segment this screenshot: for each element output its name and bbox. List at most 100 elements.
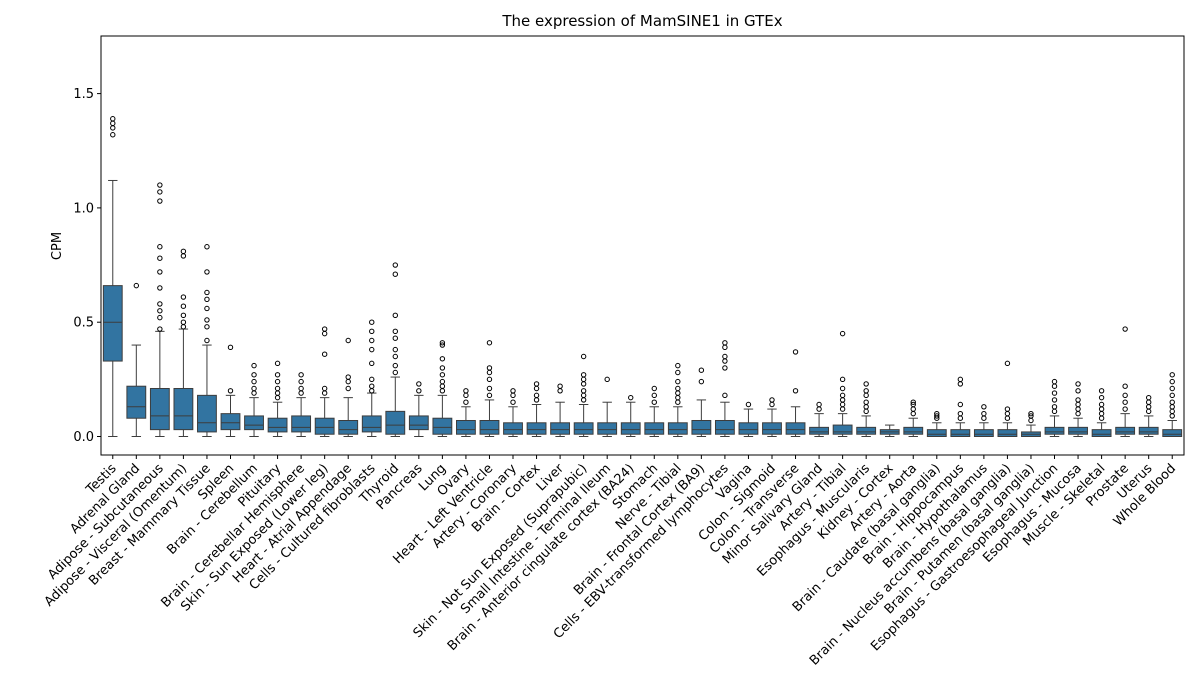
outlier-point — [1098, 388, 1105, 394]
outlier-point — [675, 362, 681, 369]
outlier-point — [204, 296, 210, 303]
box — [432, 417, 453, 435]
box — [950, 429, 971, 437]
outlier-point — [533, 381, 540, 387]
outlier-point — [157, 314, 163, 321]
y-tick-label: 1.5 — [73, 87, 94, 102]
outlier-point — [392, 369, 398, 376]
outlier-point — [557, 383, 563, 389]
outlier-point — [251, 362, 257, 369]
box — [102, 285, 123, 362]
outlier-point — [651, 385, 657, 392]
outlier-point — [439, 340, 446, 346]
outlier-point — [1028, 413, 1034, 419]
outlier-point — [369, 376, 375, 383]
outlier-point — [1145, 404, 1152, 410]
outlier-point — [204, 317, 210, 323]
outlier-point — [1075, 406, 1081, 412]
box — [456, 419, 476, 435]
outlier-point — [369, 337, 375, 344]
outlier-point — [1004, 410, 1011, 417]
y-axis-label: CPM — [50, 232, 65, 260]
outlier-point — [1169, 385, 1175, 392]
box — [856, 426, 877, 435]
outlier-point — [274, 372, 281, 378]
outlier-point — [157, 285, 163, 291]
outlier-point — [251, 378, 257, 385]
outlier-point — [769, 401, 775, 408]
outlier-point — [1122, 399, 1128, 405]
outlier-point — [180, 303, 187, 309]
outlier-point — [604, 376, 610, 383]
box — [1091, 429, 1112, 437]
chart-title: The expression of MamSINE1 in GTEx — [501, 12, 782, 30]
box — [291, 415, 312, 433]
outlier-point — [369, 388, 375, 394]
outlier-point — [321, 330, 328, 337]
outlier-point — [863, 404, 869, 410]
outlier-point — [345, 385, 351, 392]
outlier-point — [1098, 410, 1105, 417]
box — [550, 422, 571, 435]
box — [1044, 426, 1065, 435]
outlier-point — [934, 410, 940, 417]
y-tick-label: 0.0 — [73, 430, 94, 445]
outlier-point — [957, 401, 964, 408]
outlier-point — [180, 253, 187, 259]
outlier-point — [463, 388, 469, 394]
outlier-point — [533, 385, 540, 392]
outlier-point — [439, 378, 446, 385]
outlier-point — [1098, 401, 1105, 408]
outlier-point — [180, 319, 187, 325]
box — [620, 422, 641, 435]
outlier-point — [1004, 415, 1011, 421]
box — [738, 422, 759, 435]
outlier-point — [1075, 410, 1081, 417]
outlier-point — [580, 381, 587, 387]
outlier-point — [321, 390, 328, 396]
box — [1138, 426, 1159, 435]
outlier-point — [1122, 326, 1128, 332]
outlier-point — [533, 397, 540, 403]
outlier-point — [251, 372, 257, 378]
outlier-point — [133, 282, 140, 289]
outlier-point — [298, 378, 304, 385]
outlier-point — [392, 262, 398, 268]
box — [644, 422, 665, 435]
outlier-point — [792, 349, 799, 355]
outlier-point — [1122, 383, 1128, 389]
outlier-point — [839, 392, 846, 399]
outlier-point — [1145, 399, 1152, 405]
outlier-point — [863, 408, 869, 415]
outlier-point — [204, 289, 210, 296]
outlier-point — [1169, 408, 1175, 415]
box — [597, 422, 618, 435]
outlier-point — [157, 326, 163, 332]
outlier-point — [204, 324, 210, 330]
outlier-point — [321, 351, 328, 357]
box — [526, 422, 547, 435]
outlier-point — [157, 189, 163, 195]
outlier-point — [227, 344, 234, 351]
outlier-point — [1075, 401, 1081, 408]
outlier-point — [675, 399, 681, 405]
outlier-point — [439, 372, 446, 378]
outlier-point — [722, 365, 728, 371]
outlier-point — [745, 401, 752, 408]
outlier-point — [274, 378, 281, 385]
outlier-point — [1075, 381, 1081, 387]
outlier-point — [910, 399, 916, 405]
outlier-point — [510, 392, 516, 399]
outlier-point — [486, 392, 493, 399]
box — [926, 429, 947, 437]
outlier-point — [274, 390, 281, 396]
outlier-point — [204, 305, 210, 312]
outlier-point — [698, 378, 705, 385]
outlier-point — [628, 394, 634, 401]
outlier-point — [910, 401, 916, 408]
outlier-point — [1122, 392, 1128, 399]
box — [149, 387, 170, 431]
outlier-point — [1122, 406, 1128, 412]
box — [973, 429, 994, 437]
outlier-point — [839, 385, 846, 392]
